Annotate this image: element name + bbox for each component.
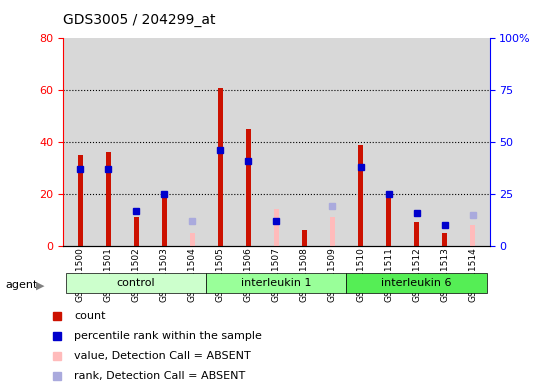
Bar <box>190 233 195 246</box>
Bar <box>246 129 251 246</box>
Text: ▶: ▶ <box>36 280 44 290</box>
Bar <box>470 225 475 246</box>
Bar <box>134 217 139 246</box>
Bar <box>414 222 419 246</box>
Bar <box>274 210 279 246</box>
Text: value, Detection Call = ABSENT: value, Detection Call = ABSENT <box>74 351 251 361</box>
Text: count: count <box>74 311 106 321</box>
Text: control: control <box>117 278 156 288</box>
Bar <box>206 273 346 293</box>
Bar <box>302 230 307 246</box>
Bar <box>78 155 82 246</box>
Text: percentile rank within the sample: percentile rank within the sample <box>74 331 262 341</box>
Bar <box>386 197 391 246</box>
Bar <box>66 273 206 293</box>
Bar <box>346 273 487 293</box>
Text: interleukin 1: interleukin 1 <box>241 278 312 288</box>
Text: rank, Detection Call = ABSENT: rank, Detection Call = ABSENT <box>74 371 246 381</box>
Text: agent: agent <box>6 280 38 290</box>
Bar <box>106 152 111 246</box>
Bar <box>330 217 335 246</box>
Bar <box>218 88 223 246</box>
Bar <box>162 197 167 246</box>
Bar <box>442 233 447 246</box>
Bar <box>358 145 363 246</box>
Text: GDS3005 / 204299_at: GDS3005 / 204299_at <box>63 13 216 27</box>
Text: interleukin 6: interleukin 6 <box>381 278 452 288</box>
